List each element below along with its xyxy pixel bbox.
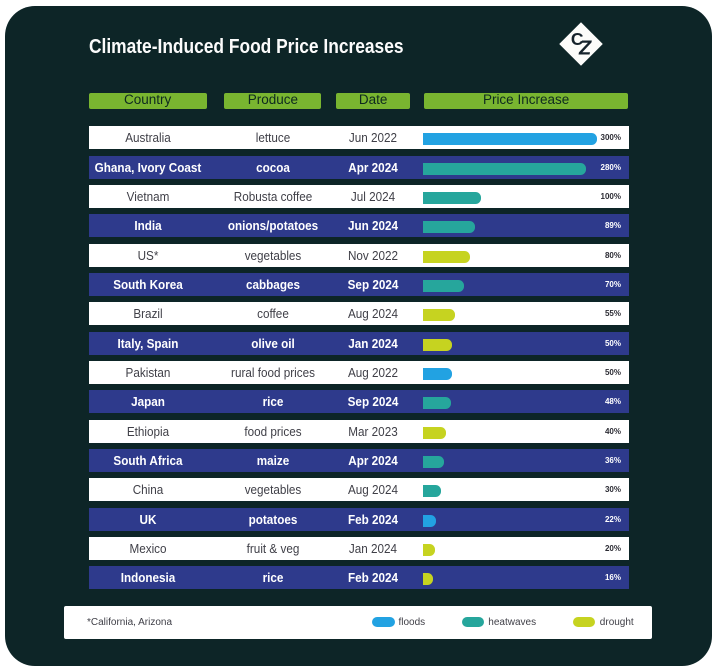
svg-text:Z: Z xyxy=(578,37,592,59)
svg-text:C: C xyxy=(571,29,584,49)
